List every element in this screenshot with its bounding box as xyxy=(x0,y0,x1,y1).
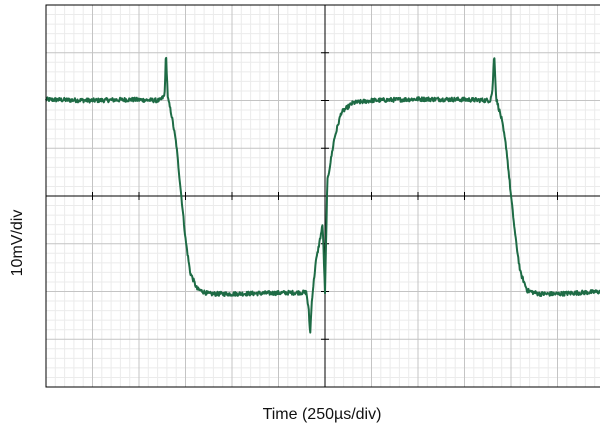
signal-trace xyxy=(45,56,600,334)
plot-frame xyxy=(45,4,600,388)
x-axis-label: Time (250µs/div) xyxy=(263,406,382,423)
y-axis-label: 10mV/div xyxy=(9,210,26,277)
